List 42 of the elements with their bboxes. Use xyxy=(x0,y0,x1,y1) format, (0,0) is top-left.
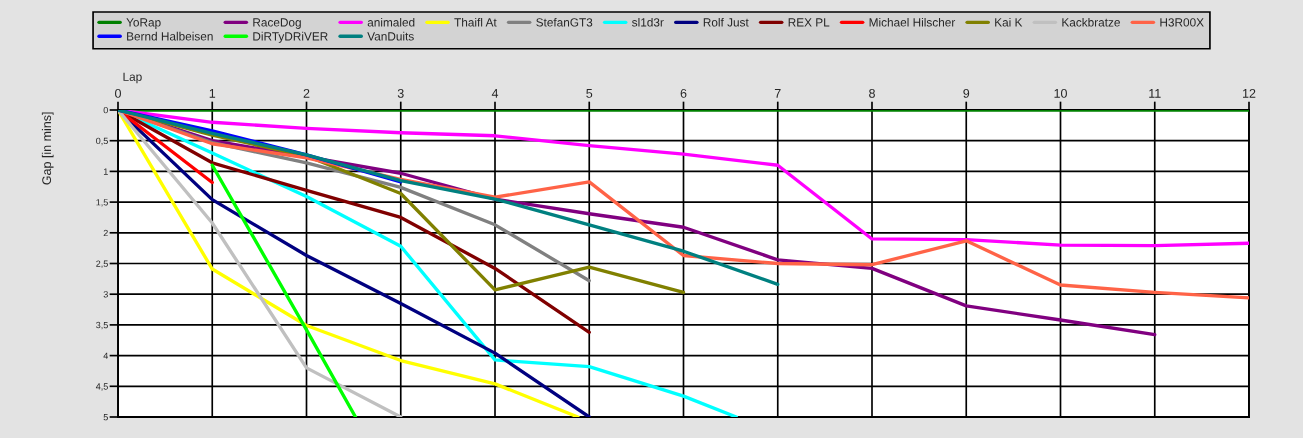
legend-label: YoRap xyxy=(126,18,161,29)
x-tick-label: 5 xyxy=(586,89,593,98)
legend-label: Bernd Halbeisen xyxy=(127,31,213,41)
y-tick-label: 5 xyxy=(103,414,108,421)
x-tick-label: 9 xyxy=(963,88,970,98)
y-tick-label: 2,5 xyxy=(96,260,108,268)
legend-label: sl1d3r xyxy=(632,17,664,27)
legend-label: animaled xyxy=(367,17,415,27)
y-tick-label: 4 xyxy=(103,352,109,359)
y-tick-label: 4,5 xyxy=(95,383,108,391)
x-tick-label: 0 xyxy=(115,88,121,98)
y-tick-label: 0 xyxy=(103,106,108,114)
x-tick-label: 2 xyxy=(303,88,310,98)
y-tick-label: 2 xyxy=(103,229,108,237)
x-tick-label: 8 xyxy=(869,88,875,98)
y-tick-label: 0,5 xyxy=(96,137,108,146)
x-tick-label: 11 xyxy=(1149,89,1161,98)
y-tick-label: 3,5 xyxy=(96,321,108,330)
legend-label: StefanGT3 xyxy=(536,17,593,27)
legend-label: RaceDog xyxy=(253,18,301,29)
y-axis-title: Gap [in mins] xyxy=(41,112,54,185)
legend-label: REX PL xyxy=(788,18,830,27)
legend-label: Kai K xyxy=(995,17,1023,27)
x-tick-label: 1 xyxy=(209,89,216,98)
legend-label: DiRTyDRiVER xyxy=(253,31,328,43)
x-axis-title: Lap xyxy=(123,72,142,84)
y-tick-label: 1 xyxy=(103,168,108,175)
y-tick-label: 1,5 xyxy=(96,199,108,207)
y-tick-label: 3 xyxy=(103,291,108,298)
legend-label: H3R00X xyxy=(1160,18,1204,27)
legend-label: Michael Hilscher xyxy=(869,17,956,27)
x-tick-label: 10 xyxy=(1054,88,1067,98)
x-tick-label: 6 xyxy=(680,88,687,98)
legend-label: Rolf Just xyxy=(703,17,749,27)
line-series xyxy=(118,110,780,287)
legend-label: Thaifl At xyxy=(454,17,497,27)
x-tick-label: 3 xyxy=(397,88,404,98)
legend-label: VanDuits xyxy=(367,31,414,41)
x-tick-label: 4 xyxy=(491,89,499,98)
legend-label: Kackbratze xyxy=(1062,17,1120,27)
x-tick-label: 7 xyxy=(774,89,781,98)
x-tick-label: 12 xyxy=(1243,88,1256,98)
